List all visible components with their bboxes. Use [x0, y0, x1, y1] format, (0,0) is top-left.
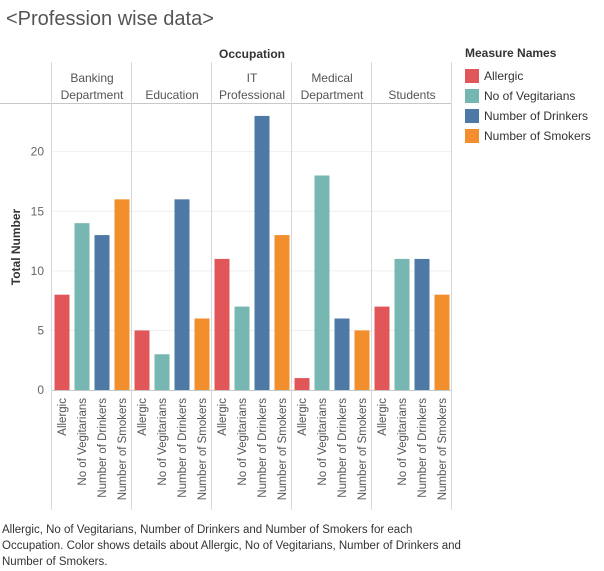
group-label-students: Students [388, 88, 435, 102]
y-tick-label: 15 [31, 204, 45, 218]
column-header: Occupation [219, 47, 285, 61]
legend-item-smokers[interactable]: Number of Smokers [465, 126, 591, 146]
legend-item-drinkers[interactable]: Number of Drinkers [465, 106, 591, 126]
x-tick-label: Number of Smokers [437, 398, 449, 501]
x-tick-label: No of Vegitarians [157, 398, 169, 486]
x-tick-label: No of Vegitarians [237, 398, 249, 486]
group-label-medical-department: Department [301, 88, 364, 102]
legend-swatch-allergic [465, 69, 479, 83]
x-tick-label: Allergic [57, 398, 69, 436]
legend-title: Measure Names [465, 46, 557, 60]
x-tick-label: Number of Drinkers [257, 398, 269, 498]
bar-it-professional-number-of-smokers [274, 235, 290, 390]
bar-banking-department-allergic [54, 294, 70, 390]
bar-medical-department-no-of-vegitarians [314, 175, 330, 390]
legend-label-smokers: Number of Smokers [484, 129, 591, 143]
x-tick-label: Allergic [377, 398, 389, 436]
y-tick-label: 10 [31, 264, 45, 278]
group-label-banking-department: Department [61, 88, 124, 102]
x-tick-label: Allergic [217, 398, 229, 436]
legend-label-drinkers: Number of Drinkers [484, 109, 589, 123]
x-tick-label: No of Vegitarians [317, 398, 329, 486]
legend-swatch-drinkers [465, 109, 479, 123]
x-tick-label: Number of Drinkers [417, 398, 429, 498]
bar-medical-department-number-of-drinkers [334, 318, 350, 390]
legend: Measure Names Allergic No of Vegitarians… [465, 46, 591, 146]
bar-it-professional-no-of-vegitarians [234, 306, 250, 390]
group-label-it-professional: Professional [219, 88, 285, 102]
y-tick-label: 20 [31, 145, 45, 159]
bar-it-professional-number-of-drinkers [254, 115, 270, 391]
x-tick-label: Number of Drinkers [97, 398, 109, 498]
bar-students-number-of-smokers [434, 294, 450, 390]
legend-label-allergic: Allergic [484, 69, 524, 83]
bar-education-no-of-vegitarians [154, 354, 170, 390]
y-tick-label: 5 [37, 323, 44, 337]
bar-medical-department-allergic [294, 378, 310, 390]
x-tick-label: Number of Smokers [117, 398, 129, 501]
y-axis-title: Total Number [9, 208, 23, 285]
legend-item-allergic[interactable]: Allergic [465, 66, 591, 86]
x-tick-label: Number of Smokers [277, 398, 289, 501]
x-tick-label: Number of Drinkers [177, 398, 189, 498]
group-label-it-professional: IT [247, 71, 258, 85]
bar-it-professional-allergic [214, 258, 230, 390]
bar-banking-department-number-of-smokers [114, 199, 130, 390]
bar-banking-department-number-of-drinkers [94, 235, 110, 390]
bar-education-number-of-drinkers [174, 199, 190, 390]
bar-education-number-of-smokers [194, 318, 210, 390]
group-label-medical-department: Medical [311, 71, 352, 85]
page-title: <Profession wise data> [6, 8, 214, 30]
x-tick-label: Allergic [137, 398, 149, 436]
group-label-banking-department: Banking [70, 71, 113, 85]
x-tick-label: Number of Smokers [197, 398, 209, 501]
x-tick-label: Allergic [297, 398, 309, 436]
x-tick-label: No of Vegitarians [77, 398, 89, 486]
legend-swatch-vegitarians [465, 89, 479, 103]
bar-education-allergic [134, 330, 150, 390]
x-tick-label: Number of Smokers [357, 398, 369, 501]
bar-students-no-of-vegitarians [394, 258, 410, 390]
bar-students-allergic [374, 306, 390, 390]
bar-medical-department-number-of-smokers [354, 330, 370, 390]
legend-label-vegitarians: No of Vegitarians [484, 89, 576, 103]
x-tick-label: Number of Drinkers [337, 398, 349, 498]
bar-students-number-of-drinkers [414, 258, 430, 390]
legend-swatch-smokers [465, 129, 479, 143]
x-tick-label: No of Vegitarians [397, 398, 409, 486]
legend-item-vegitarians[interactable]: No of Vegitarians [465, 86, 591, 106]
profession-bar-chart: Occupation 0 5 10 15 20 Total Number Banking Dep… [0, 47, 452, 510]
y-tick-label: 0 [37, 383, 44, 397]
chart-caption: Allergic, No of Vegitarians, Number of D… [2, 524, 461, 568]
bar-banking-department-no-of-vegitarians [74, 223, 90, 390]
group-label-education: Education [145, 88, 198, 102]
